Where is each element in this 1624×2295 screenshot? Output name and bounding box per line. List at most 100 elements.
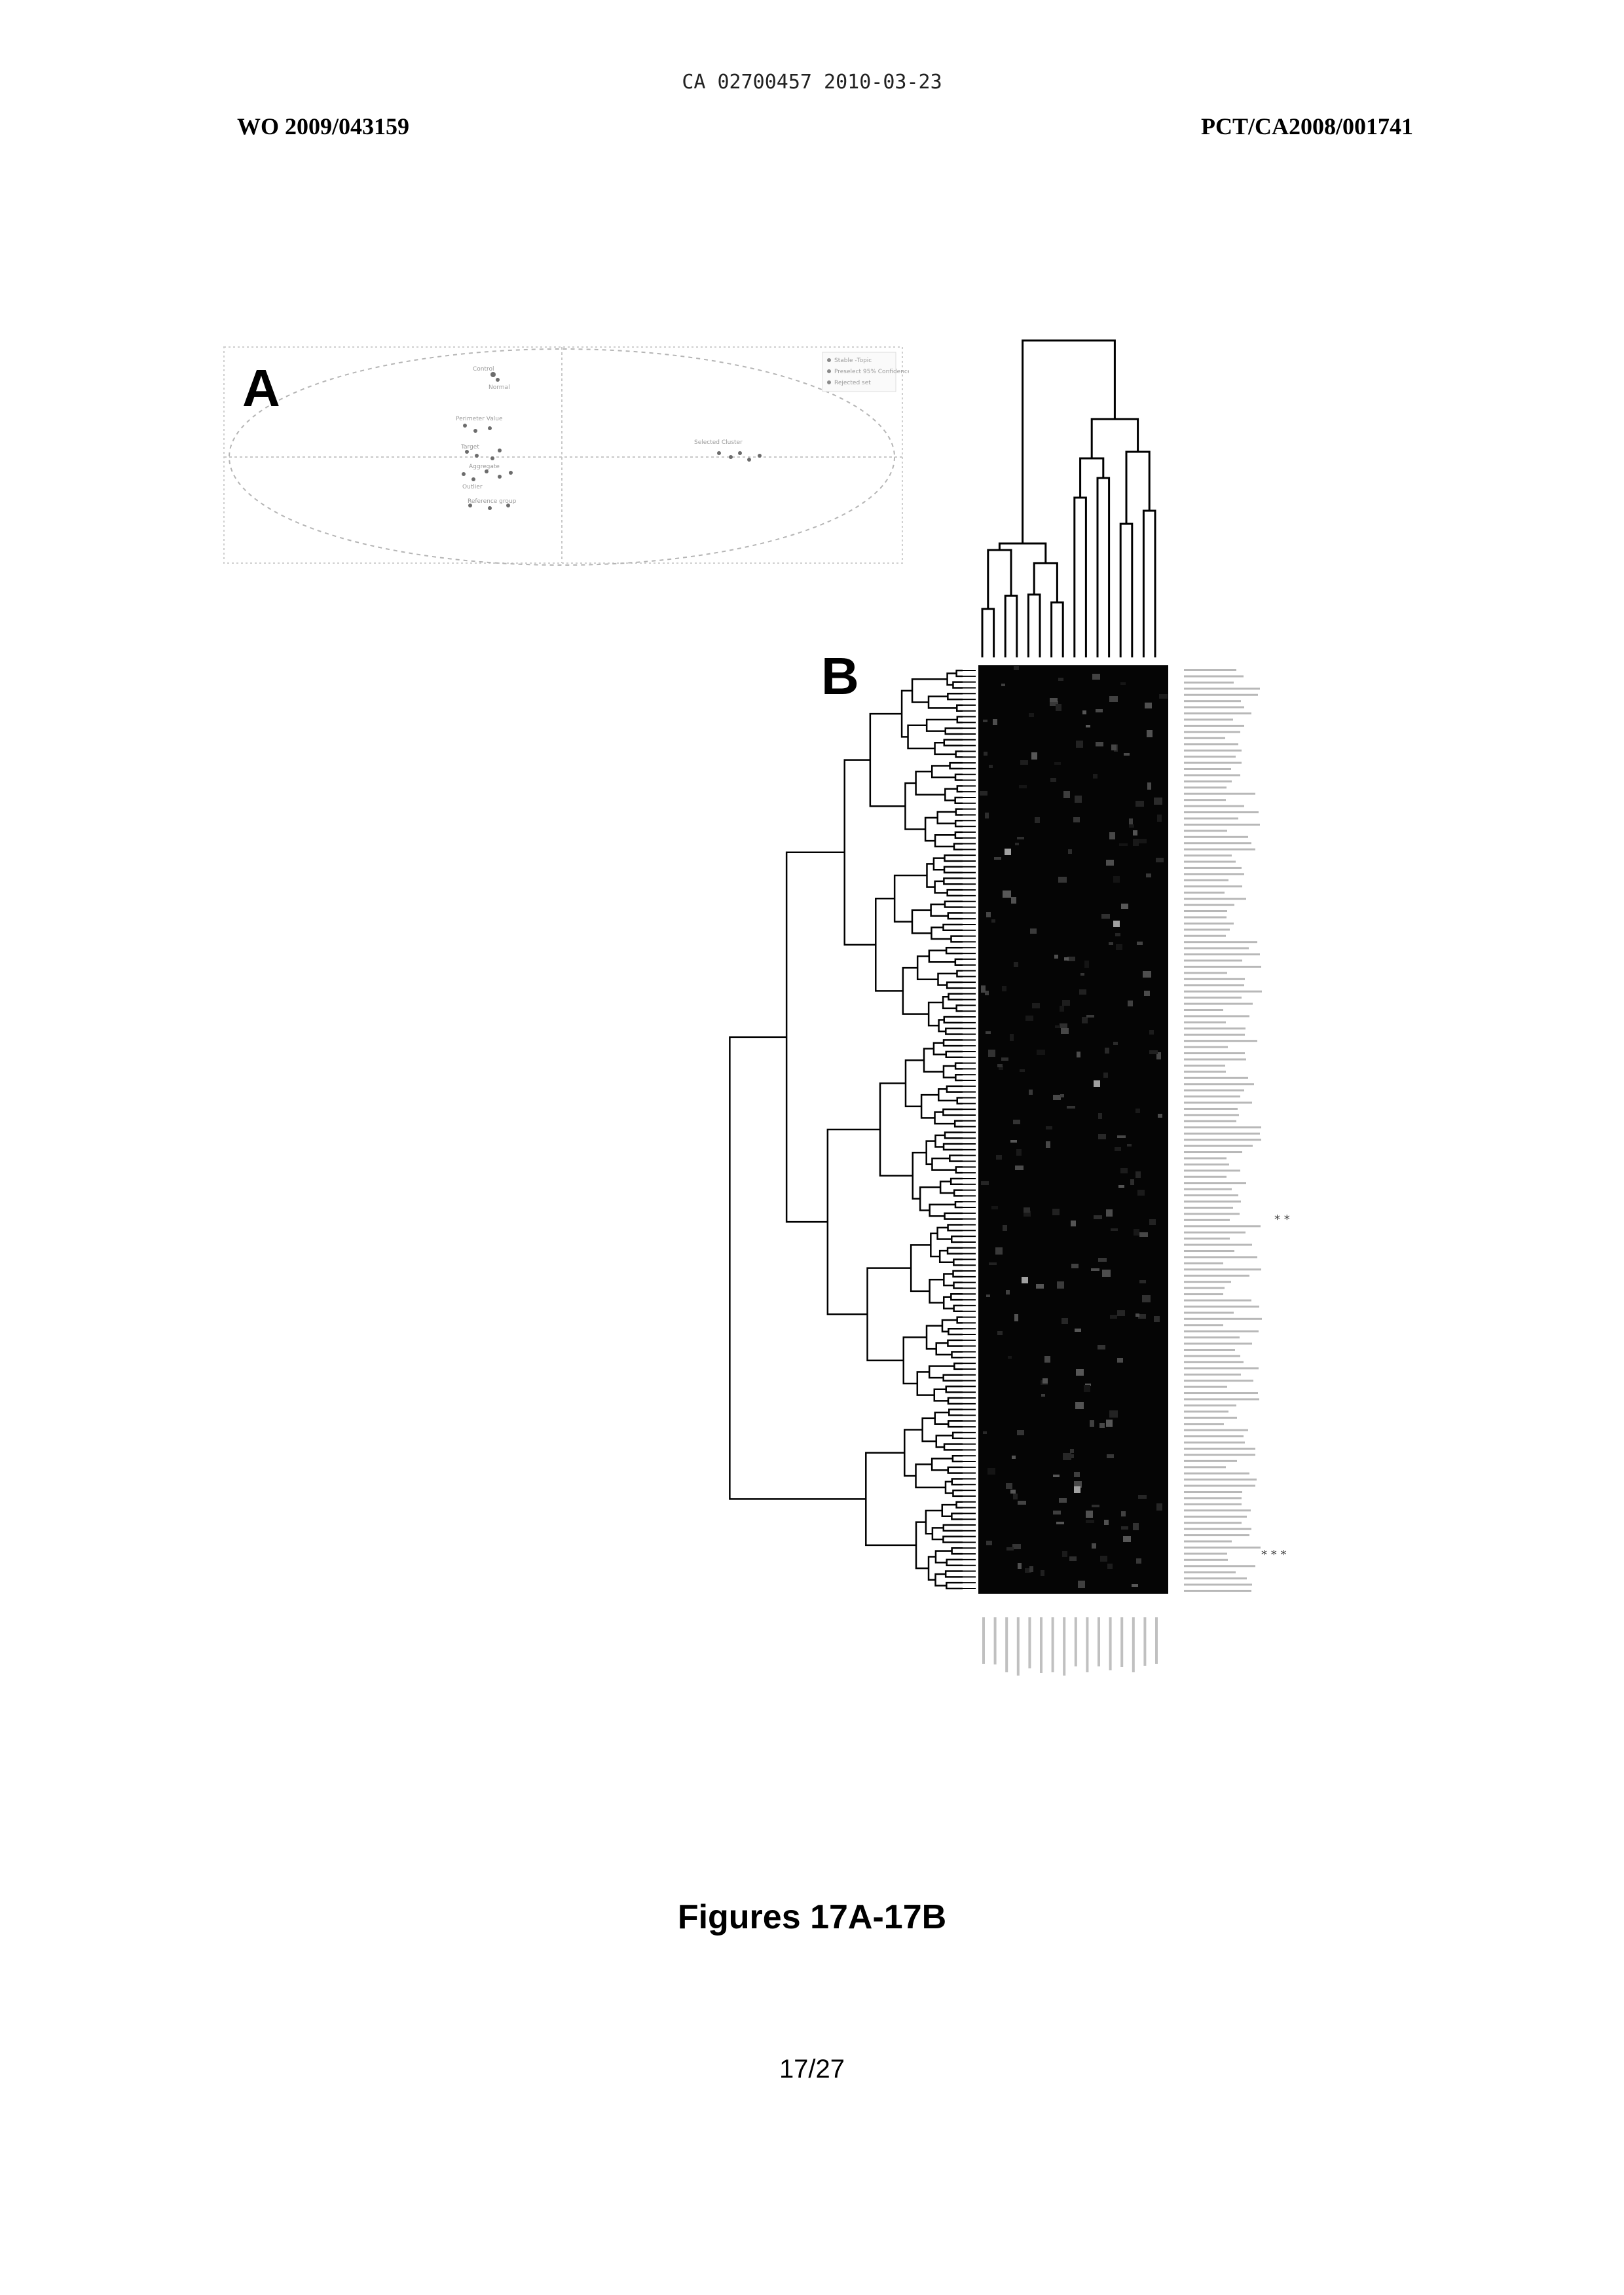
dendrogram-branch [950, 763, 963, 769]
row-label [1184, 879, 1228, 881]
dendrogram-branch [930, 1279, 944, 1302]
row-label [1184, 1590, 1251, 1592]
heatmap-cell [1098, 1134, 1106, 1139]
dendrogram-branch [952, 1548, 963, 1554]
heatmap-cell [1029, 1090, 1033, 1095]
heatmap-cell [1031, 752, 1037, 760]
dendrogram-branch [944, 1274, 953, 1285]
row-label [1184, 1108, 1238, 1110]
dendrogram-branch [944, 1066, 955, 1078]
row-label [1184, 978, 1245, 980]
heatmap-cell [1010, 1140, 1017, 1143]
heatmap-cell [1014, 962, 1018, 967]
row-label [1184, 1256, 1257, 1258]
heatmap-cell [1032, 1003, 1040, 1008]
row-label [1184, 1232, 1246, 1234]
heatmap-cell [1029, 713, 1034, 717]
dendrogram-branch [953, 1490, 963, 1496]
row-label [1184, 1058, 1246, 1060]
row-label [1184, 1126, 1261, 1128]
heatmap-cell [1135, 1109, 1140, 1113]
heatmap-cell [1013, 1494, 1018, 1499]
dendrogram-branch [938, 1228, 952, 1239]
dendrogram-branch [927, 1141, 936, 1164]
dendrogram-branch [948, 994, 963, 1000]
dendrogram-branch [943, 1109, 963, 1115]
heatmap-cell [1099, 1423, 1105, 1428]
dendrogram-branch [955, 820, 963, 826]
heatmap-cell [1069, 1556, 1077, 1561]
dendrogram-branch [957, 705, 963, 711]
dendrogram-branch [904, 1430, 922, 1477]
row-label [1184, 1281, 1231, 1283]
dendrogram-branch [880, 1083, 913, 1175]
row-label [1184, 1405, 1236, 1406]
heatmap-cell [1037, 1050, 1045, 1055]
row-label [1184, 960, 1242, 962]
row-label [1184, 928, 1230, 930]
row-label [1184, 1386, 1227, 1388]
row-label [1184, 1312, 1234, 1313]
heatmap-cell [1017, 1430, 1024, 1435]
row-label [1184, 1139, 1261, 1141]
dendrogram-branch [953, 1433, 963, 1439]
dendrogram-branch [944, 878, 963, 884]
heatmap-cell [1061, 1318, 1068, 1324]
dendrogram-branch [926, 1511, 942, 1533]
row-label [1184, 669, 1236, 671]
row-label [1184, 1306, 1259, 1308]
heatmap-cell [1111, 744, 1116, 750]
row-label [1184, 743, 1238, 745]
heatmap-cell [1098, 1345, 1105, 1349]
heatmap-cell [1082, 710, 1086, 714]
row-label [1184, 688, 1260, 689]
dendrogram-branch [946, 947, 963, 953]
dendrogram-branch [936, 1551, 952, 1563]
row-label [1184, 1169, 1240, 1171]
row-label [1184, 1151, 1242, 1153]
dendrogram-branch [729, 1037, 866, 1499]
row-label [1184, 1336, 1240, 1338]
row-label [1184, 712, 1251, 714]
column-label [1155, 1617, 1158, 1664]
dendrogram-branch [955, 798, 963, 803]
row-label [1184, 1349, 1235, 1351]
dendrogram-branch [952, 1478, 963, 1484]
heatmap-cell [1128, 1001, 1133, 1006]
heatmap-cell [1063, 1453, 1071, 1460]
dendrogram-branch [954, 1190, 963, 1196]
heatmap-cell [1129, 824, 1134, 828]
heatmap-cell [1135, 1171, 1141, 1178]
heatmap-cell [1015, 1166, 1024, 1170]
heatmap-cell [1116, 944, 1122, 950]
heatmap-cell [1050, 698, 1058, 702]
heatmap-cell [1149, 1030, 1154, 1035]
dendrogram-branch [932, 1459, 953, 1471]
heatmap-cell [1022, 1277, 1028, 1283]
heatmap-cell [1041, 1394, 1045, 1397]
heatmap-cell [1006, 1547, 1014, 1551]
dendrogram-branch [908, 725, 935, 748]
heatmap-cell [1117, 1135, 1126, 1138]
heatmap-cell [1020, 760, 1028, 765]
dendrogram-branch [955, 1121, 963, 1127]
row-label [1184, 1114, 1239, 1116]
dendrogram-branch [1075, 498, 1086, 638]
row-label [1184, 1090, 1244, 1092]
dendrogram-branch [902, 691, 912, 737]
heatmap-cell [1086, 1511, 1093, 1518]
column-label [1075, 1617, 1077, 1666]
dendrogram-branch [944, 1040, 963, 1046]
heatmap-cell [1067, 1106, 1075, 1109]
heatmap-cell [1093, 774, 1098, 779]
dendrogram-branch [946, 1571, 963, 1577]
dendrogram-branch [956, 1167, 963, 1173]
heatmap-cell [1086, 725, 1090, 727]
row-label [1184, 1398, 1259, 1400]
heatmap-cell [1030, 928, 1037, 934]
dendrogram-branch [930, 1205, 955, 1217]
heatmap-cell [1147, 782, 1151, 790]
heatmap-cell [1144, 991, 1150, 996]
heatmap-cell [1133, 1523, 1139, 1530]
row-label [1184, 1491, 1242, 1493]
